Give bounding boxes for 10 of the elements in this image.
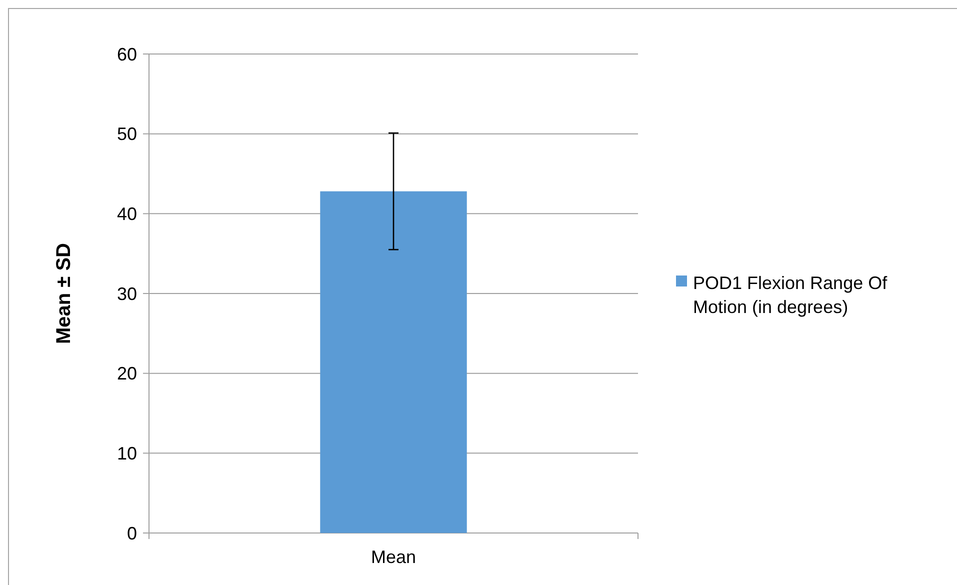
y-tick-label: 50: [116, 124, 137, 144]
y-axis-title: Mean ± SD: [53, 243, 75, 344]
y-tick-label: 30: [116, 284, 137, 304]
y-tick-label: 20: [116, 364, 137, 384]
y-tick-label: 60: [116, 44, 137, 64]
x-tick-label: Mean: [370, 547, 416, 567]
y-tick-label: 40: [116, 204, 137, 224]
y-tick-label: 0: [126, 523, 137, 544]
legend-label: POD1 Flexion Range Of Motion (in degrees): [693, 272, 888, 317]
y-tick-label: 10: [116, 443, 137, 464]
